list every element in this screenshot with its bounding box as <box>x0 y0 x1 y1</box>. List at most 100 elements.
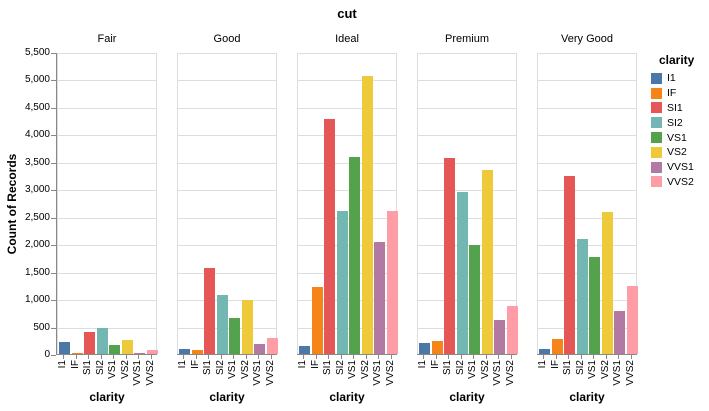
legend-swatch <box>651 117 662 129</box>
bar <box>419 342 430 354</box>
facet-panel <box>537 53 638 355</box>
bar <box>626 286 638 354</box>
x-tick-mark <box>315 355 317 359</box>
x-tick-label: IF <box>189 360 201 369</box>
x-tick-mark <box>390 355 392 359</box>
facet-panel <box>297 53 398 355</box>
gridline <box>178 135 276 137</box>
y-tick-mark <box>51 135 56 137</box>
x-tick-mark <box>125 355 127 359</box>
x-tick-mark <box>555 355 557 359</box>
y-tick-label: 4,000 <box>24 129 50 141</box>
x-tick-mark <box>183 355 185 359</box>
bar <box>456 192 468 354</box>
gridline <box>58 162 156 164</box>
x-axis-title: clarity <box>329 390 365 404</box>
y-tick-mark <box>51 355 56 356</box>
x-tick-mark <box>618 355 620 359</box>
bar <box>361 75 373 354</box>
y-tick-mark <box>51 53 56 54</box>
x-tick-mark <box>593 355 595 359</box>
legend-entry: VVS1 <box>651 160 709 175</box>
facet-panel <box>57 53 158 355</box>
gridline <box>178 107 276 109</box>
x-tick-label: VVS2 <box>504 360 516 386</box>
y-tick-mark <box>51 107 56 109</box>
gridline <box>58 272 156 274</box>
legend-label: I1 <box>667 72 676 85</box>
gridline <box>178 272 276 274</box>
bar <box>469 244 480 354</box>
legend-swatch <box>651 72 662 84</box>
x-tick-mark <box>580 355 582 359</box>
x-tick-label: VVS1 <box>252 360 264 386</box>
bar <box>386 210 398 354</box>
x-tick-label: SI2 <box>454 360 466 376</box>
bar <box>299 345 310 354</box>
x-tick-label: VS2 <box>359 360 371 379</box>
x-tick-mark <box>258 355 260 359</box>
y-tick-label: 5,500 <box>24 47 50 58</box>
y-tick-label: 2,500 <box>24 211 50 223</box>
x-tick-mark <box>195 355 197 359</box>
x-tick-mark <box>340 355 342 359</box>
gridline <box>418 107 516 109</box>
x-tick-label: SI1 <box>322 360 334 376</box>
gridline <box>178 162 276 164</box>
gridline <box>178 190 276 192</box>
x-tick-mark <box>568 355 570 359</box>
gridline <box>58 80 156 82</box>
x-axis-title: clarity <box>209 390 245 404</box>
x-axis-domain-line <box>417 354 517 355</box>
gridline <box>178 53 276 54</box>
legend-swatch <box>651 132 662 144</box>
x-tick-label: VS1 <box>227 360 239 379</box>
gridline <box>538 107 636 109</box>
x-tick-label: VS2 <box>239 360 251 379</box>
legend-label: VVS2 <box>667 175 694 188</box>
gridline <box>58 327 156 329</box>
x-tick-mark <box>328 355 330 359</box>
y-tick-label: 1,000 <box>24 294 50 306</box>
gridline <box>178 80 276 82</box>
x-axis-domain-line <box>537 354 637 355</box>
x-tick-mark <box>75 355 77 359</box>
x-tick-mark <box>435 355 437 359</box>
legend: clarity I1 IF SI1 SI2 VS1 VS2 VVS1 VVS2 <box>651 53 709 189</box>
bar <box>254 343 265 354</box>
x-tick-label: VS2 <box>119 360 131 379</box>
bar <box>444 157 455 354</box>
y-tick-label: 2,000 <box>24 239 50 251</box>
y-tick-mark <box>51 272 56 274</box>
x-tick-mark <box>423 355 425 359</box>
x-tick-label: VS1 <box>347 360 359 379</box>
x-tick-label: VS2 <box>479 360 491 379</box>
facet-header: Premium <box>444 33 489 45</box>
gridline <box>178 217 276 219</box>
gridline <box>298 80 396 82</box>
gridline <box>538 190 636 192</box>
gridline <box>418 135 516 137</box>
gridline <box>418 190 516 192</box>
x-tick-label: SI1 <box>562 360 574 376</box>
x-tick-label: VVS1 <box>492 360 504 386</box>
gridline <box>538 162 636 164</box>
bar <box>336 211 348 354</box>
x-tick-label: I1 <box>417 360 429 369</box>
x-tick-label: I1 <box>537 360 549 369</box>
legend-title: clarity <box>659 53 695 67</box>
legend-swatch <box>651 176 662 188</box>
bar <box>494 320 505 354</box>
legend-label: SI1 <box>667 101 683 114</box>
x-tick-label: I1 <box>297 360 309 369</box>
x-axis-domain-line <box>57 354 157 355</box>
bar <box>614 310 625 354</box>
x-tick-mark <box>138 355 140 359</box>
x-tick-mark <box>150 355 152 359</box>
x-tick-label: VVS1 <box>612 360 624 386</box>
bar <box>71 353 83 354</box>
x-tick-label: VVS1 <box>132 360 144 386</box>
legend-entry: I1 <box>651 71 709 86</box>
gridline <box>538 217 636 219</box>
bar <box>241 300 253 354</box>
